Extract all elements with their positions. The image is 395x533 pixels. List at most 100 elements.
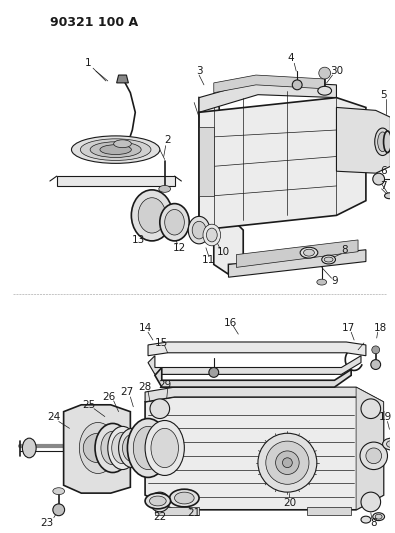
Ellipse shape (138, 198, 166, 233)
Text: 2: 2 (164, 135, 171, 145)
Ellipse shape (151, 429, 179, 467)
Ellipse shape (114, 140, 132, 148)
Circle shape (266, 441, 309, 484)
Ellipse shape (373, 513, 385, 521)
Polygon shape (145, 397, 384, 510)
Circle shape (83, 433, 113, 463)
Circle shape (372, 346, 380, 354)
Text: 10: 10 (217, 247, 230, 257)
Ellipse shape (133, 426, 163, 470)
Circle shape (361, 492, 381, 512)
Polygon shape (155, 507, 199, 515)
Ellipse shape (324, 257, 333, 262)
Circle shape (282, 458, 292, 467)
Polygon shape (155, 367, 351, 387)
Text: 1: 1 (85, 58, 92, 68)
Ellipse shape (128, 418, 169, 478)
Text: 18: 18 (374, 323, 387, 333)
Text: 15: 15 (155, 338, 168, 348)
Text: 5: 5 (380, 90, 387, 100)
Text: 7: 7 (380, 181, 387, 191)
Polygon shape (199, 127, 214, 196)
Circle shape (361, 399, 381, 418)
Ellipse shape (53, 488, 65, 495)
Ellipse shape (165, 209, 184, 235)
Ellipse shape (145, 421, 184, 475)
Text: 24: 24 (47, 411, 60, 422)
Circle shape (53, 504, 65, 516)
Ellipse shape (79, 423, 117, 473)
Ellipse shape (175, 492, 194, 504)
Polygon shape (199, 98, 366, 230)
Ellipse shape (160, 204, 189, 241)
Text: 8: 8 (341, 245, 348, 255)
Ellipse shape (384, 131, 391, 152)
Text: 26: 26 (102, 392, 115, 402)
Ellipse shape (122, 434, 142, 462)
Polygon shape (148, 342, 366, 356)
Ellipse shape (207, 228, 217, 242)
Circle shape (371, 360, 381, 369)
Polygon shape (199, 81, 337, 112)
Ellipse shape (95, 423, 130, 473)
Ellipse shape (159, 185, 171, 192)
Ellipse shape (149, 496, 166, 506)
Circle shape (319, 67, 331, 79)
Text: 25: 25 (83, 400, 96, 410)
Circle shape (373, 173, 385, 185)
Ellipse shape (101, 431, 124, 465)
Ellipse shape (108, 426, 137, 470)
Text: 22: 22 (153, 512, 166, 522)
Polygon shape (236, 240, 358, 268)
Polygon shape (145, 387, 384, 411)
Text: 12: 12 (173, 243, 186, 253)
Ellipse shape (318, 86, 331, 95)
Ellipse shape (23, 438, 36, 458)
Circle shape (366, 448, 382, 464)
Polygon shape (214, 75, 325, 93)
Ellipse shape (375, 514, 382, 519)
Text: 8: 8 (371, 518, 377, 528)
Ellipse shape (80, 139, 151, 160)
Text: 13: 13 (132, 235, 145, 245)
Circle shape (276, 451, 299, 474)
Ellipse shape (145, 493, 171, 509)
Ellipse shape (317, 279, 327, 285)
Ellipse shape (100, 145, 132, 155)
Ellipse shape (90, 142, 141, 157)
Text: 27: 27 (120, 387, 133, 397)
Text: 6: 6 (380, 166, 387, 176)
Ellipse shape (304, 249, 314, 256)
Text: 23: 23 (40, 518, 54, 528)
Ellipse shape (192, 221, 206, 239)
Ellipse shape (71, 136, 160, 164)
Circle shape (360, 442, 387, 470)
Text: 17: 17 (342, 323, 355, 333)
Text: 4: 4 (287, 53, 293, 63)
Polygon shape (228, 250, 366, 277)
Circle shape (150, 399, 169, 418)
Text: 29: 29 (158, 380, 171, 390)
Text: 16: 16 (224, 318, 237, 328)
Ellipse shape (300, 247, 318, 258)
Ellipse shape (375, 128, 390, 156)
Text: 14: 14 (139, 323, 152, 333)
Ellipse shape (383, 438, 395, 450)
Polygon shape (148, 356, 361, 374)
Polygon shape (307, 507, 351, 515)
Circle shape (258, 433, 317, 492)
Text: 21: 21 (188, 508, 201, 518)
Ellipse shape (169, 489, 199, 507)
Ellipse shape (118, 429, 146, 467)
Circle shape (209, 367, 219, 377)
Polygon shape (337, 108, 390, 173)
Ellipse shape (203, 224, 221, 246)
Text: 20: 20 (283, 498, 296, 508)
Ellipse shape (188, 216, 210, 244)
Text: 90321 100 A: 90321 100 A (50, 16, 138, 29)
Text: 9: 9 (331, 276, 338, 286)
Circle shape (292, 80, 302, 90)
Ellipse shape (387, 441, 395, 448)
Text: 3: 3 (196, 66, 202, 76)
Text: 11: 11 (202, 255, 216, 264)
